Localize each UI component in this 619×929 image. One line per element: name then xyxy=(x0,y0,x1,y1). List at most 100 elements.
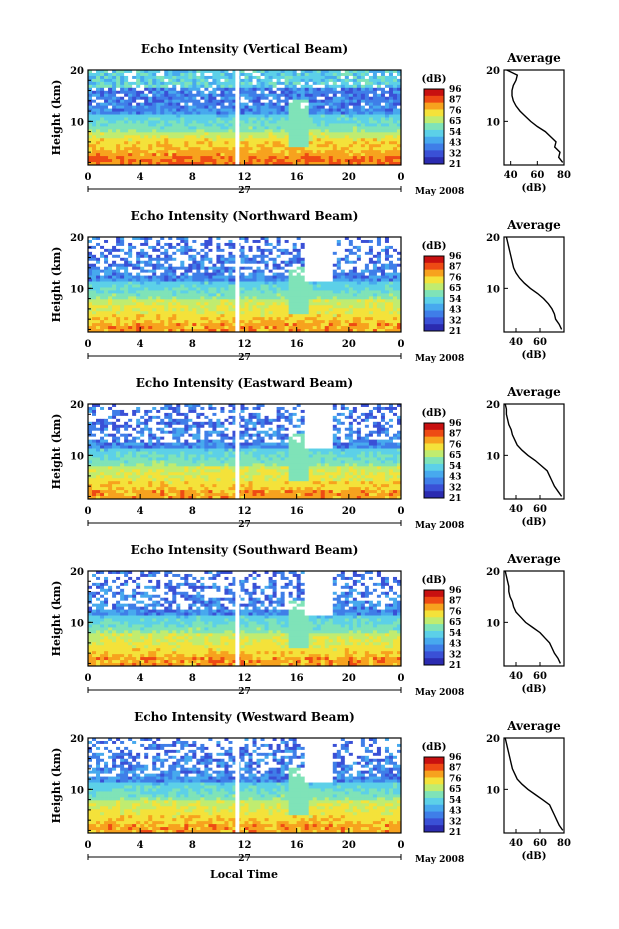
profile-x-tick-label: 60 xyxy=(533,337,547,348)
colorbar-segment xyxy=(424,324,444,332)
x-tick-label: 8 xyxy=(189,506,196,517)
colorbar-segment xyxy=(424,791,444,799)
x-tick-label: 16 xyxy=(290,172,304,183)
profile-y-tick-label: 20 xyxy=(486,233,500,244)
day-label: 27 xyxy=(238,687,251,697)
heatmap xyxy=(88,404,402,500)
colorbar-segment xyxy=(424,262,444,271)
profile-title: Average xyxy=(506,385,561,399)
y-tick-label: 10 xyxy=(70,618,84,629)
profile-title: Average xyxy=(506,51,561,65)
y-axis-label: Height (km) xyxy=(50,581,63,657)
profile-line xyxy=(504,570,562,664)
profile-title: Average xyxy=(506,218,561,232)
colorbar-frame xyxy=(423,255,445,332)
panel-title: Echo Intensity (Eastward Beam) xyxy=(136,376,353,390)
colorbar-tick-label: 65 xyxy=(449,451,462,461)
colorbar-segment xyxy=(424,102,444,110)
x-tick-label: 4 xyxy=(137,506,144,517)
x-tick-label: 20 xyxy=(342,172,356,183)
colorbar-tick-label: 21 xyxy=(449,661,462,671)
profile-y-tick-label: 10 xyxy=(486,451,500,462)
profile-frame xyxy=(503,236,565,333)
colorbar-segment xyxy=(424,644,444,652)
profile-x-tick-label: 40 xyxy=(509,838,523,849)
colorbar-segment xyxy=(424,463,444,472)
colorbar-tick-label: 32 xyxy=(449,316,462,326)
colorbar-segment xyxy=(424,95,444,104)
colorbar-segment xyxy=(424,89,444,97)
colorbar-tick-label: 43 xyxy=(449,473,462,483)
colorbar-frame xyxy=(423,422,445,499)
colorbar-tick-label: 54 xyxy=(449,462,462,472)
y-axis-label: Height (km) xyxy=(50,748,63,824)
x-tick-label: 0 xyxy=(85,339,92,350)
date-label: May 2008 xyxy=(415,855,464,865)
colorbar-tick-label: 32 xyxy=(449,650,462,660)
colorbar-segment xyxy=(424,596,444,605)
day-label: 27 xyxy=(238,854,251,864)
colorbar-segment xyxy=(424,136,444,145)
colorbar-tick-label: 76 xyxy=(449,273,462,283)
profile-line xyxy=(504,737,564,831)
colorbar-tick-label: 54 xyxy=(449,629,462,639)
profile-frame xyxy=(503,403,565,500)
day-label: 27 xyxy=(238,520,251,530)
y-tick-label: 20 xyxy=(70,233,84,244)
profile-y-tick-label: 10 xyxy=(486,117,500,128)
profile-line xyxy=(504,403,563,497)
heatmap xyxy=(88,70,402,166)
colorbar-tick-label: 96 xyxy=(449,252,462,262)
colorbar-segment xyxy=(424,123,444,131)
colorbar-segment xyxy=(424,429,444,438)
profile-x-tick-label: 80 xyxy=(557,838,571,849)
profile-x-tick-label: 40 xyxy=(509,504,523,515)
y-axis-label: Height (km) xyxy=(50,80,63,156)
y-tick-label: 10 xyxy=(70,117,84,128)
profile-y-tick-label: 20 xyxy=(486,734,500,745)
colorbar-segment xyxy=(424,825,444,833)
x-tick-label: 8 xyxy=(189,172,196,183)
colorbar-segment xyxy=(424,590,444,598)
colorbar-frame xyxy=(423,88,445,165)
panel-3: Echo Intensity (Southward Beam) Height (k… xyxy=(50,543,565,698)
y-tick-label: 20 xyxy=(70,567,84,578)
colorbar-segment xyxy=(424,784,444,792)
y-tick-label: 10 xyxy=(70,785,84,796)
y-tick-label: 20 xyxy=(70,400,84,411)
colorbar-tick-label: 76 xyxy=(449,106,462,116)
colorbar-segment xyxy=(424,777,444,785)
colorbar-tick-label: 87 xyxy=(449,764,462,774)
panel-2: Echo Intensity (Eastward Beam) Height (km… xyxy=(50,376,565,531)
x-tick-label: 12 xyxy=(238,339,252,350)
panel-title: Echo Intensity (Vertical Beam) xyxy=(141,42,348,56)
x-tick-label: 20 xyxy=(342,840,356,851)
colorbar-segment xyxy=(424,276,444,284)
colorbar-segment xyxy=(424,423,444,431)
colorbar-tick-label: 96 xyxy=(449,753,462,763)
colorbar-segment xyxy=(424,150,444,158)
colorbar-segment xyxy=(424,116,444,124)
colorbar-segment xyxy=(424,477,444,485)
heatmap xyxy=(88,738,402,834)
profile-x-label: (dB) xyxy=(522,350,547,361)
colorbar-tick-label: 65 xyxy=(449,284,462,294)
x-tick-label: 16 xyxy=(290,673,304,684)
panel-0: Echo Intensity (Vertical Beam) Height (km… xyxy=(50,42,571,197)
colorbar-tick-label: 21 xyxy=(449,327,462,337)
colorbar-label: (dB) xyxy=(422,241,447,252)
colorbar-segment xyxy=(424,269,444,277)
x-tick-label: 0 xyxy=(85,840,92,851)
profile-title: Average xyxy=(506,552,561,566)
colorbar-tick-label: 87 xyxy=(449,96,462,106)
day-label: 27 xyxy=(238,353,251,363)
y-tick-label: 20 xyxy=(70,734,84,745)
colorbar-segment xyxy=(424,658,444,666)
y-axis-label: Height (km) xyxy=(50,247,63,323)
colorbar-segment xyxy=(424,811,444,819)
x-tick-label: 4 xyxy=(137,673,144,684)
panel-4: Echo Intensity (Westward Beam) Height (km… xyxy=(50,710,571,865)
colorbar-segment xyxy=(424,443,444,451)
colorbar-tick-label: 96 xyxy=(449,586,462,596)
